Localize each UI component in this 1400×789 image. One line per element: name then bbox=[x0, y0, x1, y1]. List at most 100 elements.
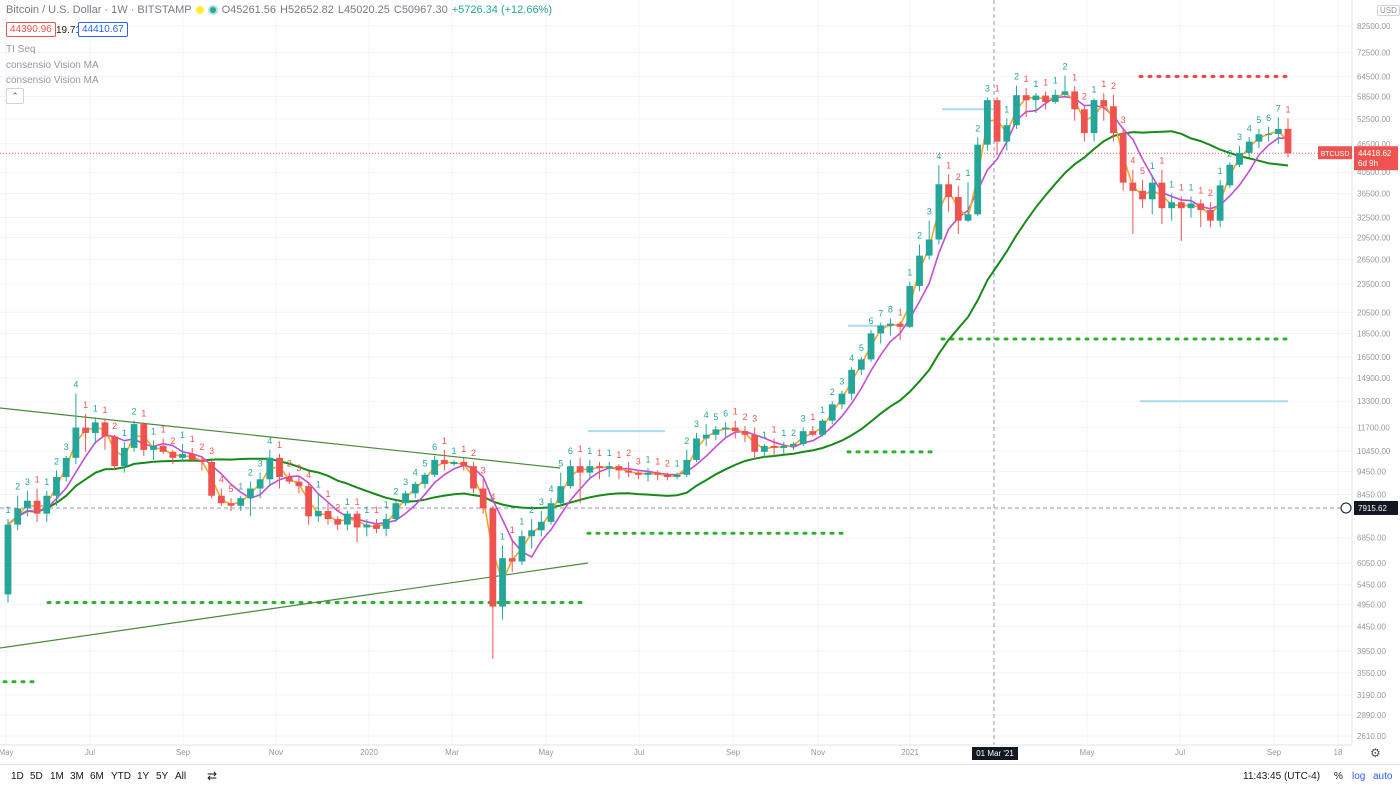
range-5d[interactable]: 5D bbox=[30, 771, 43, 782]
time-tick-label: Jul bbox=[1175, 748, 1185, 757]
seq-count-label: 2 bbox=[1062, 62, 1067, 72]
price-tick-label: 32500.00 bbox=[1357, 213, 1391, 222]
symbol-badge-text: BTCUSD bbox=[1321, 151, 1350, 158]
seq-count-label: 1 bbox=[578, 444, 583, 454]
seq-count-label: 4 bbox=[549, 484, 554, 494]
seq-count-label: 1 bbox=[1072, 72, 1077, 82]
ohlc-close: C50967.30 bbox=[393, 4, 448, 16]
candle-body bbox=[150, 445, 157, 450]
candle-body bbox=[14, 508, 22, 525]
symbol-title[interactable]: Bitcoin / U.S. Dollar · 1W · BITSTAMP bbox=[6, 4, 192, 16]
percent-toggle[interactable]: % bbox=[1334, 771, 1343, 782]
range-1y[interactable]: 1Y bbox=[137, 771, 150, 782]
market-open-icon bbox=[207, 5, 218, 15]
candle-body bbox=[479, 488, 487, 509]
time-tick-label: Sep bbox=[726, 748, 741, 757]
seq-count-label: 3 bbox=[839, 377, 844, 387]
seq-count-label: 1 bbox=[190, 434, 195, 444]
chart-header: Bitcoin / U.S. Dollar · 1W · BITSTAMP O4… bbox=[6, 4, 552, 16]
seq-count-label: 3 bbox=[801, 414, 806, 424]
candle-body bbox=[179, 453, 186, 458]
time-tick-label: 2020 bbox=[360, 748, 378, 757]
time-tick-label: Sep bbox=[1267, 748, 1282, 757]
seq-count-label: 2 bbox=[248, 468, 253, 478]
seq-count-label: 4 bbox=[1130, 156, 1135, 166]
candle-body bbox=[1284, 128, 1292, 154]
ohlc-low: L45020.25 bbox=[337, 4, 390, 16]
seq-count-label: 1 bbox=[655, 456, 660, 466]
range-5y[interactable]: 5Y bbox=[156, 771, 169, 782]
seq-count-label: 1 bbox=[1033, 79, 1038, 89]
candle-body bbox=[334, 519, 342, 525]
candle-body bbox=[82, 427, 89, 433]
candle-body bbox=[43, 495, 51, 514]
currency-label[interactable]: USD bbox=[1377, 5, 1400, 16]
seq-count-label: 2 bbox=[1014, 72, 1019, 82]
price-tick-label: 3950.00 bbox=[1357, 647, 1386, 656]
crosshair-price-text: 7915.62 bbox=[1358, 504, 1387, 513]
auto-toggle[interactable]: auto bbox=[1373, 771, 1393, 782]
candle-body bbox=[974, 144, 982, 215]
countdown-text: 6d 9h bbox=[1358, 159, 1378, 168]
seq-count-label: 1 bbox=[597, 448, 602, 458]
range-all[interactable]: All bbox=[175, 771, 187, 782]
candle-body bbox=[916, 255, 923, 286]
log-toggle[interactable]: log bbox=[1352, 771, 1366, 782]
seq-count-label: 1 bbox=[141, 408, 146, 418]
indicator-ti-seq[interactable]: TI Seq bbox=[6, 44, 36, 55]
candle-body bbox=[1158, 182, 1166, 209]
trendline-resistance bbox=[0, 407, 561, 469]
candle-body bbox=[237, 498, 245, 506]
symbol-badge bbox=[1318, 146, 1352, 160]
collapse-legend-button[interactable]: ⌃ bbox=[6, 88, 24, 104]
candle-body bbox=[935, 184, 943, 240]
chart-grid bbox=[0, 0, 1352, 745]
candle-body bbox=[945, 184, 952, 198]
candle-body bbox=[353, 513, 361, 528]
buy-price[interactable]: 44410.67 bbox=[78, 22, 128, 37]
candle-body bbox=[256, 479, 264, 489]
seq-count-label: 2 bbox=[54, 456, 59, 466]
candle-body bbox=[838, 393, 846, 405]
indicator-ma-1[interactable]: consensio Vision MA bbox=[6, 60, 99, 71]
candle-body bbox=[402, 493, 409, 504]
candle-body bbox=[596, 466, 603, 469]
seq-count-label: 1 bbox=[965, 168, 970, 178]
seq-count-label: 5 bbox=[422, 459, 427, 469]
indicator-ma-2[interactable]: consensio Vision MA bbox=[6, 75, 99, 86]
seq-count-label: 1 bbox=[364, 505, 369, 515]
price-tick-label: 58500.00 bbox=[1357, 93, 1391, 102]
seq-count-label: 1 bbox=[820, 405, 825, 415]
seq-count-label: 1 bbox=[180, 430, 185, 440]
clock[interactable]: 11:43:45 (UTC-4) bbox=[1243, 771, 1321, 782]
range-ytd[interactable]: YTD bbox=[111, 771, 131, 782]
range-6m[interactable]: 6M bbox=[90, 771, 104, 782]
seq-count-label: 6 bbox=[723, 408, 728, 418]
seq-count-label: 1 bbox=[83, 400, 88, 410]
range-3m[interactable]: 3M bbox=[70, 771, 84, 782]
seq-count-label: 5 bbox=[713, 412, 718, 422]
candle-body bbox=[392, 503, 400, 520]
ma-slow-line bbox=[7, 130, 1289, 526]
candle-body bbox=[227, 503, 235, 506]
range-1d[interactable]: 1D bbox=[11, 771, 24, 782]
seq-count-label: 1 bbox=[616, 450, 621, 460]
candle-body bbox=[1003, 125, 1011, 142]
seq-count-label: 1 bbox=[355, 497, 360, 507]
seq-count-label: 1 bbox=[733, 407, 738, 417]
seq-count-label: 1 bbox=[645, 454, 650, 464]
seq-count-label: 2 bbox=[471, 448, 476, 458]
range-1m[interactable]: 1M bbox=[50, 771, 64, 782]
candle-body bbox=[431, 459, 439, 475]
gear-icon[interactable]: ⚙ bbox=[1370, 746, 1381, 760]
goto-date-icon[interactable]: ⇄ bbox=[207, 769, 218, 783]
price-tick-label: 10450.00 bbox=[1357, 447, 1391, 456]
seq-count-label: 3 bbox=[25, 477, 30, 487]
candle-body bbox=[33, 500, 41, 514]
candle-body bbox=[470, 466, 477, 489]
sell-price[interactable]: 44390.96 bbox=[6, 22, 56, 37]
seq-count-label: 4 bbox=[490, 492, 495, 502]
candle-body bbox=[547, 503, 555, 522]
candle-body bbox=[489, 508, 497, 607]
